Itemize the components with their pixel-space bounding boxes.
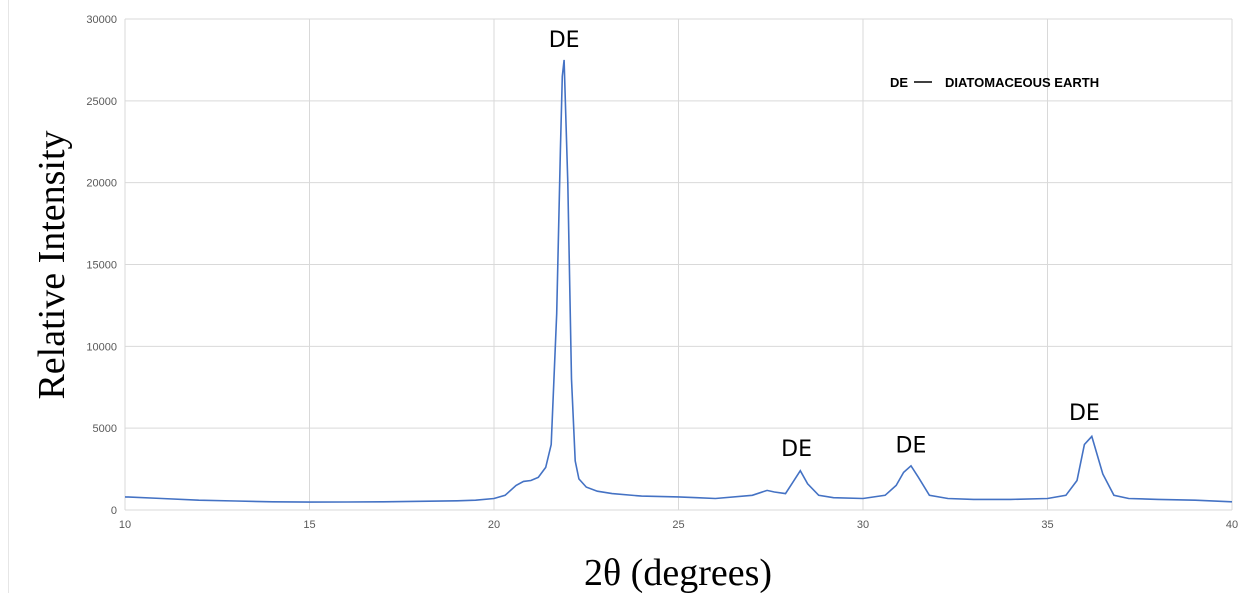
x-tick-label: 35 <box>1041 519 1053 531</box>
y-tick-label: 15000 <box>86 260 117 272</box>
y-tick-label: 30000 <box>86 14 117 26</box>
x-tick-label: 15 <box>303 519 315 531</box>
y-axis-label: Relative Intensity <box>31 130 73 399</box>
y-tick-label: 20000 <box>86 178 117 190</box>
frame-edge <box>8 0 9 593</box>
x-tick-label: 40 <box>1226 519 1238 531</box>
series-line <box>124 59 1233 503</box>
annotation-layer: DE DE DE DE <box>549 28 1100 462</box>
peak-label: DE <box>781 437 812 462</box>
x-tick-label: 30 <box>857 519 869 531</box>
x-tick-label: 25 <box>672 519 684 531</box>
y-tick-label: 10000 <box>86 341 117 353</box>
peak-label: DE <box>896 434 927 459</box>
legend-label: DE <box>890 75 908 90</box>
legend-text: DIATOMACEOUS EARTH <box>945 75 1099 90</box>
x-axis-label: 2θ (degrees) <box>584 552 772 593</box>
peak-label: DE <box>1069 401 1100 426</box>
x-tick-label: 20 <box>488 519 500 531</box>
peak-label: DE <box>549 28 580 53</box>
grid-layer <box>124 18 1233 511</box>
y-tick-label: 5000 <box>93 423 117 435</box>
x-tick-label: 10 <box>119 519 131 531</box>
tick-layer: 0 5000 10000 15000 20000 25000 30000 10 15 20 25 30… <box>86 14 1238 531</box>
y-tick-label: 0 <box>111 505 117 517</box>
legend: DE DIATOMACEOUS EARTH <box>890 75 1099 90</box>
y-tick-label: 25000 <box>86 96 117 108</box>
